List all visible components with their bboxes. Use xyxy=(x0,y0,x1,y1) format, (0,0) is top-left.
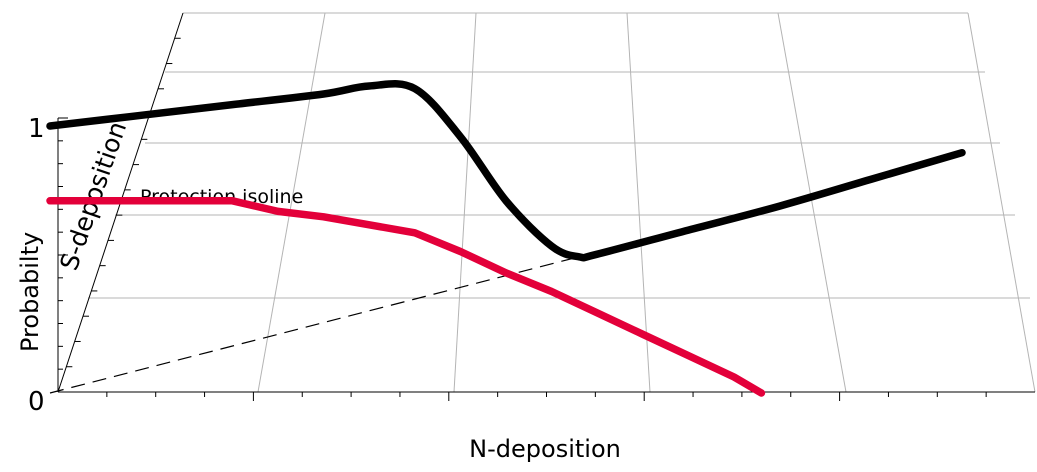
gridline-vertical xyxy=(626,12,651,393)
z-axis-label: S-deposition xyxy=(54,118,132,274)
gridline-vertical xyxy=(777,12,847,393)
back-wall-right-edge xyxy=(967,12,1036,393)
x-axis-label: N-deposition xyxy=(469,435,621,463)
y-axis-label: Probabilty xyxy=(16,232,44,352)
y-tick-label-0: 0 xyxy=(28,387,45,417)
probability-curve xyxy=(46,80,966,262)
diagonal-dashed-line xyxy=(49,256,580,394)
gridline-vertical xyxy=(453,12,477,393)
gridline-vertical xyxy=(257,12,326,393)
protection-isoline-curve xyxy=(46,197,766,397)
y-tick-label-1: 1 xyxy=(28,114,45,144)
axis-ticks xyxy=(58,37,987,401)
protection-isoline-label: Protection isoline xyxy=(140,186,303,208)
